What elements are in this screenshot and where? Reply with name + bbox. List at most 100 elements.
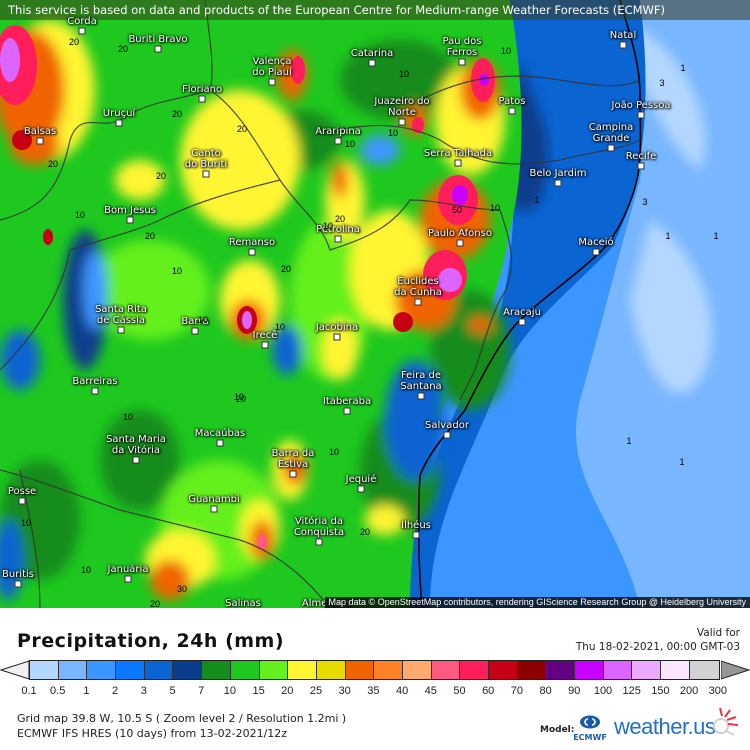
city-label[interactable]: Barra da Estiva <box>271 448 315 470</box>
city-marker-icon[interactable] <box>343 407 351 415</box>
city-marker-icon[interactable] <box>14 580 22 588</box>
city-marker-icon[interactable] <box>198 95 206 103</box>
city-marker-icon[interactable] <box>417 392 425 400</box>
city-label[interactable]: Ilhéus <box>401 520 431 531</box>
ecmwf-logo[interactable]: ECMWF <box>573 714 607 742</box>
city-label[interactable]: Salinas <box>225 598 261 608</box>
city-label[interactable]: Salvador <box>425 420 469 431</box>
city-label[interactable]: Jequié <box>345 474 377 485</box>
city-marker-icon[interactable] <box>154 45 162 53</box>
city-label[interactable]: Vitória da Conquista <box>293 516 345 538</box>
city-label[interactable]: Barra <box>181 316 209 327</box>
city-label[interactable]: Maceió <box>578 237 614 248</box>
city-marker-icon[interactable] <box>637 111 645 119</box>
city-marker-icon[interactable] <box>637 162 645 170</box>
city-marker-icon[interactable] <box>248 248 256 256</box>
city-marker-icon[interactable] <box>554 179 562 187</box>
ecmwf-notice-banner: This service is based on data and produc… <box>0 0 750 20</box>
city-marker-icon[interactable] <box>117 326 125 334</box>
map-attribution[interactable]: Map data © OpenStreetMap contributors, r… <box>324 597 750 608</box>
city-marker-icon[interactable] <box>456 239 464 247</box>
city-label[interactable]: Natal <box>609 30 637 41</box>
city-label[interactable]: Serra Talhada <box>423 148 493 159</box>
city-marker-icon[interactable] <box>357 485 365 493</box>
sun-magnifier-icon <box>713 707 739 736</box>
colorbar-swatch <box>87 661 117 679</box>
city-marker-icon[interactable] <box>398 118 406 126</box>
city-marker-icon[interactable] <box>334 137 342 145</box>
city-label[interactable]: Catarina <box>350 48 394 59</box>
city-label[interactable]: Guanambi <box>188 494 240 505</box>
city-label[interactable]: Januária <box>107 564 149 575</box>
city-label[interactable]: Balsas <box>23 126 57 137</box>
city-marker-icon[interactable] <box>132 456 140 464</box>
city-marker-icon[interactable] <box>607 144 615 152</box>
city-marker-icon[interactable] <box>191 327 199 335</box>
city-label[interactable]: Floriano <box>181 84 223 95</box>
city-label[interactable]: Aracaju <box>503 307 541 318</box>
city-marker-icon[interactable] <box>115 119 123 127</box>
city-marker-icon[interactable] <box>368 59 376 67</box>
city-label[interactable]: Macaúbas <box>194 428 246 439</box>
city-marker-icon[interactable] <box>36 137 44 145</box>
city-label[interactable]: Feira de Santana <box>400 370 442 392</box>
city-label[interactable]: Itaberaba <box>322 396 372 407</box>
city-marker-icon[interactable] <box>454 159 462 167</box>
city-label[interactable]: Remanso <box>228 237 276 248</box>
city-marker-icon[interactable] <box>518 318 526 326</box>
colorbar-swatch <box>546 661 576 679</box>
city-marker-icon[interactable] <box>216 439 224 447</box>
city-label[interactable]: Bom Jesus <box>104 205 156 216</box>
city-label[interactable]: Araripina <box>315 126 361 137</box>
city-label[interactable]: Campina Grande <box>588 122 634 144</box>
city-marker-icon[interactable] <box>508 107 516 115</box>
city-marker-icon[interactable] <box>78 27 86 35</box>
city-label[interactable]: Euclides da Cunha <box>394 276 442 298</box>
city-label[interactable]: Pau dos Ferros <box>442 36 482 58</box>
city-label[interactable]: Irecê <box>252 330 278 341</box>
colorbar-tick-label: 90 <box>568 685 581 697</box>
city-label[interactable]: Recife <box>625 151 657 162</box>
city-marker-icon[interactable] <box>412 531 420 539</box>
colorbar-tick-label: 25 <box>309 685 323 697</box>
city-marker-icon[interactable] <box>289 470 297 478</box>
city-label[interactable]: Buriti Bravo <box>128 34 188 45</box>
city-marker-icon[interactable] <box>458 58 466 66</box>
precipitation-map[interactable]: This service is based on data and produc… <box>0 0 750 608</box>
city-marker-icon[interactable] <box>210 505 218 513</box>
city-label[interactable]: Valença do Piauí <box>252 56 292 78</box>
city-marker-icon[interactable] <box>443 431 451 439</box>
contour-value-label: 20 <box>171 109 183 119</box>
city-marker-icon[interactable] <box>333 333 341 341</box>
city-marker-icon[interactable] <box>619 41 627 49</box>
model-run: ECMWF IFS HRES (10 days) from 13-02-2021… <box>17 727 288 740</box>
city-marker-icon[interactable] <box>334 235 342 243</box>
city-label[interactable]: Belo Jardim <box>529 168 587 179</box>
city-marker-icon[interactable] <box>592 248 600 256</box>
city-marker-icon[interactable] <box>124 575 132 583</box>
city-marker-icon[interactable] <box>268 78 276 86</box>
city-label[interactable]: João Pessoa <box>611 100 671 111</box>
city-label[interactable]: Patos <box>498 96 526 107</box>
city-label[interactable]: Canto do Buriti <box>184 148 228 170</box>
city-label[interactable]: Uruçuí <box>102 108 136 119</box>
city-label[interactable]: Santa Rita de Cássia <box>95 304 147 326</box>
city-label[interactable]: Barreiras <box>72 376 118 387</box>
city-marker-icon[interactable] <box>126 216 134 224</box>
city-label[interactable]: Juazeiro do Norte <box>374 96 430 118</box>
city-label[interactable]: Buritis <box>2 569 34 580</box>
city-marker-icon[interactable] <box>261 341 269 349</box>
city-marker-icon[interactable] <box>315 538 323 546</box>
city-marker-icon[interactable] <box>18 497 26 505</box>
city-label[interactable]: Jacobina <box>315 322 359 333</box>
city-marker-icon[interactable] <box>414 298 422 306</box>
city-label[interactable]: Paulo Afonso <box>428 228 492 239</box>
city-label[interactable]: Corda <box>67 16 97 27</box>
city-label[interactable]: Petrolina <box>316 224 360 235</box>
weather-us-logo[interactable]: weather.us <box>614 707 739 740</box>
city-marker-icon[interactable] <box>202 170 210 178</box>
city-label[interactable]: Santa Maria da Vitória <box>106 434 166 456</box>
city-marker-icon[interactable] <box>91 387 99 395</box>
city-label[interactable]: Posse <box>7 486 37 497</box>
colorbar-swatch <box>517 661 547 679</box>
